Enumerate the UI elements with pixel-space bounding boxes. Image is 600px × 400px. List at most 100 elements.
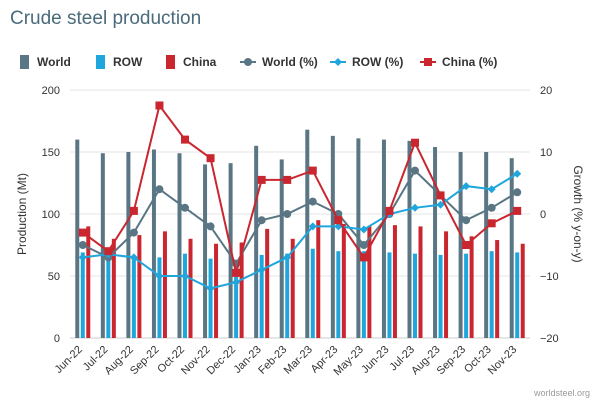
bar-row-oct-22 bbox=[183, 253, 187, 338]
bar-world-nov-23 bbox=[509, 158, 514, 338]
y-axis: 0 50 100 150 200 bbox=[42, 85, 60, 345]
line-row-growth bbox=[82, 172, 518, 290]
legend-swatch-row bbox=[96, 55, 105, 69]
legend-label-row: ROW bbox=[113, 55, 143, 69]
marker-china-feb-23 bbox=[283, 175, 292, 184]
marker-world-feb-23 bbox=[283, 210, 292, 218]
legend-label-world: World (%) bbox=[262, 55, 318, 69]
credit: worldsteel.org bbox=[533, 388, 590, 398]
x-tick-label: Jun-22 bbox=[53, 344, 85, 376]
bar-row-mar-23 bbox=[310, 248, 315, 338]
chart-title: Crude steel production bbox=[10, 8, 201, 29]
legend-label-china: China bbox=[183, 55, 217, 69]
marker-china-oct-23 bbox=[487, 219, 496, 228]
marker-china-jun-22 bbox=[78, 228, 87, 237]
bar-china-oct-23 bbox=[495, 240, 500, 338]
bar-china-jul-22 bbox=[111, 238, 116, 338]
marker-world-jun-22 bbox=[78, 241, 87, 249]
marker-world-oct-22 bbox=[181, 203, 189, 212]
marker-world-sep-22 bbox=[155, 185, 164, 194]
bar-row-oct-23 bbox=[489, 251, 494, 338]
y-tick-label: 0 bbox=[54, 333, 60, 345]
x-tick-label: Sep-22 bbox=[128, 344, 162, 378]
y-tick-label: 50 bbox=[48, 271, 60, 283]
line-world-growth bbox=[82, 168, 518, 266]
marker-row-aug-22 bbox=[129, 253, 138, 262]
marker-row-nov-22 bbox=[206, 284, 215, 293]
y2-tick-label: 10 bbox=[540, 147, 552, 159]
legend-label-row: ROW (%) bbox=[352, 55, 403, 69]
marker-china-jul-22 bbox=[104, 247, 113, 256]
marker-world-nov-22 bbox=[206, 222, 215, 231]
marker-china-oct-22 bbox=[181, 135, 189, 144]
bar-china-nov-22 bbox=[214, 243, 219, 338]
x-tick-label: Jun-23 bbox=[359, 344, 391, 376]
marker-china-sep-23 bbox=[462, 241, 471, 249]
bar-row-jun-22 bbox=[80, 252, 85, 338]
marker-row-jul-23 bbox=[411, 203, 419, 212]
legend-swatch-china bbox=[166, 55, 175, 69]
y2-axis-label: Growth (% y-on-y) bbox=[571, 165, 585, 262]
legend-label-china: China (%) bbox=[442, 55, 497, 69]
bar-china-mar-23 bbox=[316, 220, 321, 338]
bar-row-nov-22 bbox=[208, 258, 213, 338]
bar-row-may-23 bbox=[361, 251, 366, 338]
marker-world-jul-23 bbox=[411, 166, 419, 175]
y2-tick-label: 20 bbox=[540, 85, 552, 97]
marker-world-sep-23 bbox=[462, 216, 471, 225]
bar-china-aug-23 bbox=[444, 231, 449, 338]
x-tick-label: Mar-23 bbox=[282, 344, 315, 377]
marker-china-jun-23 bbox=[385, 206, 394, 215]
marker-row-jan-23 bbox=[257, 265, 266, 274]
y-tick-label: 150 bbox=[42, 147, 60, 159]
marker-row-jun-22 bbox=[78, 253, 87, 262]
marker-world-nov-23 bbox=[513, 188, 522, 197]
marker-world-jan-23 bbox=[257, 216, 266, 225]
marker-china-nov-23 bbox=[513, 206, 522, 215]
bar-world-jun-23 bbox=[381, 139, 386, 338]
y-tick-label: 100 bbox=[42, 209, 60, 221]
bar-row-jan-23 bbox=[259, 254, 264, 338]
y-axis-label: Production (Mt) bbox=[15, 173, 29, 255]
bar-world-sep-22 bbox=[151, 149, 156, 338]
bar-china-apr-23 bbox=[341, 223, 346, 338]
y2-tick-label: −10 bbox=[540, 271, 559, 283]
x-axis: Jun-22Jul-22Aug-22Sep-22Oct-22Nov-22Dec-… bbox=[53, 344, 520, 378]
bar-china-sep-22 bbox=[162, 231, 167, 338]
bar-row-feb-23 bbox=[285, 253, 290, 338]
marker-row-sep-23 bbox=[462, 182, 471, 191]
bars bbox=[75, 129, 525, 338]
marker-china-nov-22 bbox=[206, 154, 215, 163]
bar-world-aug-22 bbox=[126, 152, 131, 338]
bar-china-feb-23 bbox=[290, 238, 295, 338]
bar-china-aug-22 bbox=[137, 235, 142, 338]
bar-row-apr-23 bbox=[336, 251, 341, 338]
legend-marker-world bbox=[244, 58, 252, 66]
marker-china-jan-23 bbox=[257, 175, 266, 184]
marker-world-aug-22 bbox=[129, 228, 138, 237]
lines bbox=[78, 101, 522, 293]
bar-row-sep-22 bbox=[157, 257, 162, 338]
legend-marker-row bbox=[334, 58, 342, 66]
marker-china-sep-22 bbox=[155, 101, 164, 110]
grid bbox=[70, 89, 530, 339]
y2-axis: −20 −10 0 10 20 bbox=[540, 85, 559, 345]
x-tick-label: Dec-22 bbox=[205, 344, 239, 378]
marker-china-dec-22 bbox=[232, 268, 241, 277]
bar-row-aug-22 bbox=[131, 256, 136, 338]
bar-world-apr-23 bbox=[330, 135, 335, 338]
marker-row-aug-23 bbox=[436, 200, 445, 209]
line-china-growth bbox=[82, 103, 518, 274]
bar-world-oct-22 bbox=[177, 153, 182, 338]
marker-china-may-23 bbox=[359, 253, 368, 262]
bar-china-jun-22 bbox=[86, 226, 91, 338]
marker-row-oct-22 bbox=[181, 272, 189, 280]
bar-china-dec-22 bbox=[239, 242, 244, 338]
bar-row-nov-23 bbox=[515, 252, 520, 338]
bar-china-nov-23 bbox=[520, 243, 525, 338]
bar-row-sep-23 bbox=[464, 253, 469, 338]
bar-china-jan-23 bbox=[265, 228, 270, 338]
x-tick-label: Nov-23 bbox=[486, 344, 520, 378]
bar-world-nov-22 bbox=[203, 164, 208, 338]
bar-world-jan-23 bbox=[254, 145, 259, 338]
